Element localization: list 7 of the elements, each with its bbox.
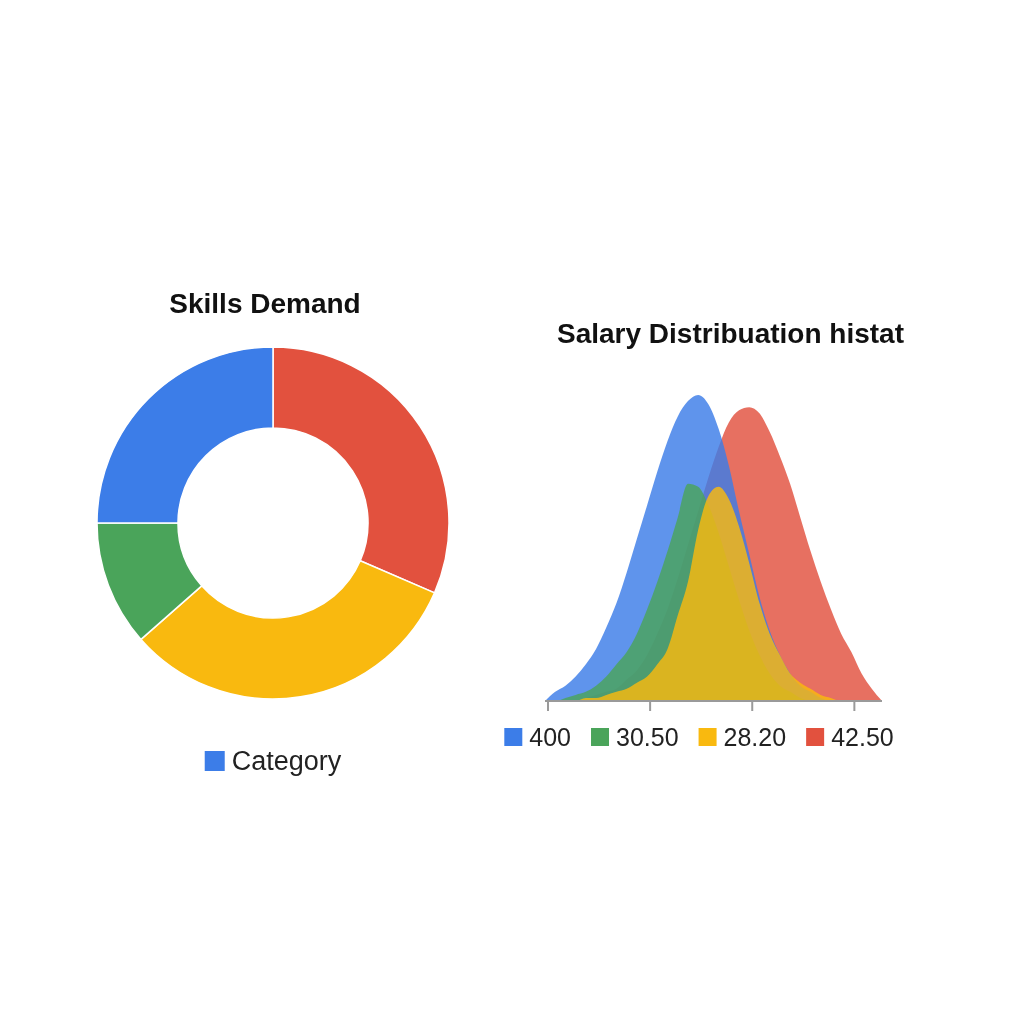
legend-label: 400 [529, 723, 572, 751]
legend-label: 30.50 [616, 723, 679, 751]
legend-label: 28.20 [723, 723, 787, 751]
legend-label: Category [231, 746, 342, 776]
chart-title: Skills Demand [169, 287, 361, 319]
chart-title: Salary Distribuation histat [557, 317, 904, 349]
legend-label: 42.50 [831, 723, 894, 751]
